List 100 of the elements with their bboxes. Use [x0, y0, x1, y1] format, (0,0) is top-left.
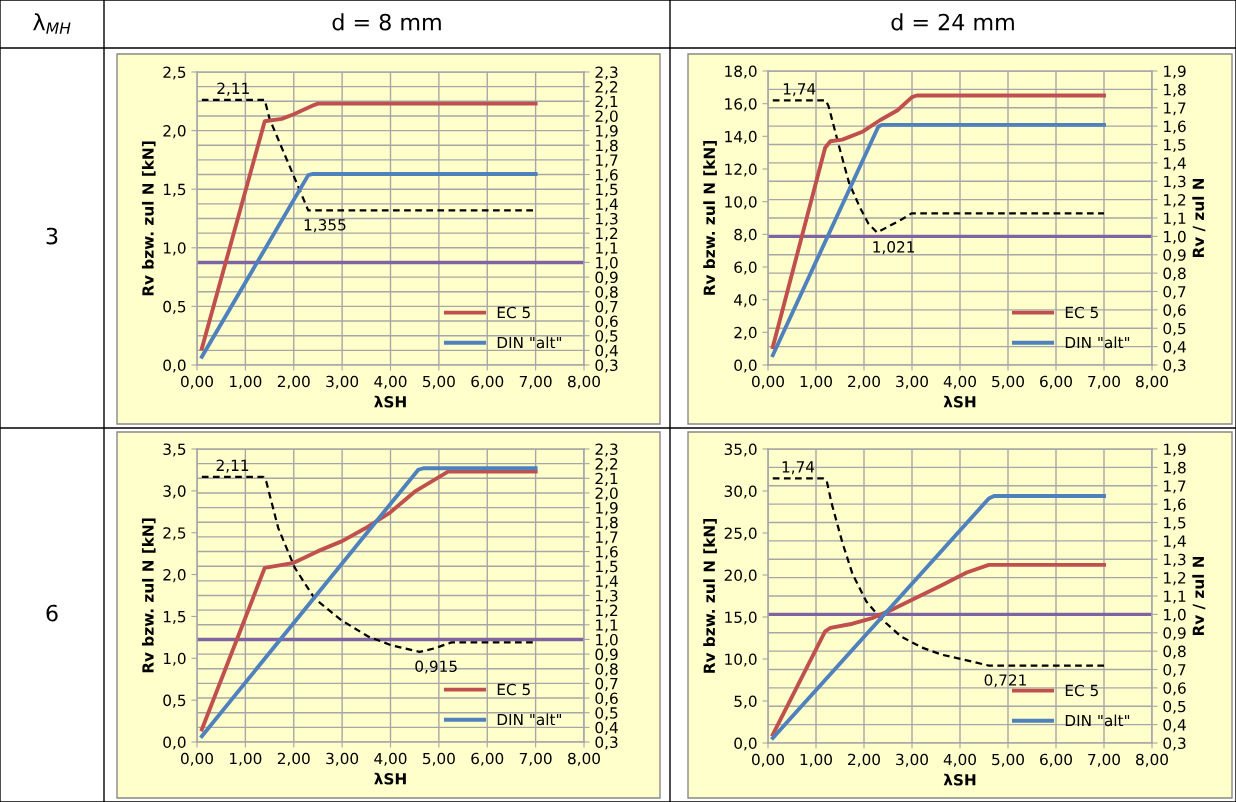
- x-tick-label: 4,00: [943, 753, 976, 767]
- x-tick-label: 2,00: [277, 375, 310, 389]
- x-tick-label: 5,00: [992, 753, 1024, 767]
- annotation: 2,11: [216, 459, 249, 473]
- x-tick-label: 6,00: [471, 752, 504, 766]
- legend-label: EC 5: [1065, 684, 1098, 697]
- x-axis-title: λSH: [943, 773, 976, 786]
- x-tick-label: 8,00: [568, 752, 600, 766]
- x-tick-label: 5,00: [423, 752, 455, 766]
- y2-tick-label: 0,3: [595, 736, 618, 750]
- chart-title: d = 8 mm: [332, 13, 441, 31]
- y2-tick-label: 0,8: [1163, 645, 1186, 659]
- x-tick-label: 6,00: [1040, 375, 1072, 389]
- y2-axis-title: Rv / zul N: [1192, 178, 1206, 258]
- y2-tick-label: 1,6: [596, 169, 618, 183]
- x-tick-label: 3,00: [326, 752, 359, 766]
- y-axis-title: Rv bzw. zul N [kN]: [703, 519, 717, 673]
- y2-tick-label: 1,1: [596, 619, 618, 633]
- y-tick-label: 0,5: [163, 300, 186, 314]
- x-tick-label: 2,00: [277, 752, 310, 766]
- y2-tick-label: 2,2: [595, 81, 618, 95]
- legend-label: DIN "alt": [497, 336, 562, 349]
- x-tick-label: 7,00: [519, 752, 552, 766]
- y2-tick-label: 0,4: [1163, 341, 1186, 355]
- x-tick-label: 1,00: [800, 375, 832, 389]
- y2-tick-label: 1,8: [1164, 83, 1186, 97]
- x-tick-label: 7,00: [1088, 375, 1120, 389]
- legend-label: DIN "alt": [1065, 336, 1130, 349]
- legend-label: EC 5: [1065, 306, 1098, 319]
- y2-tick-label: 0,9: [595, 648, 618, 662]
- y2-tick-label: 0,6: [1163, 304, 1186, 318]
- y2-tick-label: 2,0: [595, 110, 618, 124]
- y2-tick-label: 1,6: [1164, 120, 1186, 134]
- y-tick-label: 2,0: [163, 569, 186, 583]
- x-tick-label: 7,00: [519, 375, 552, 389]
- x-tick-label: 0,00: [181, 752, 213, 766]
- x-tick-label: 5,00: [423, 375, 455, 389]
- y2-tick-label: 1,3: [596, 212, 618, 227]
- x-tick-label: 1,00: [800, 753, 832, 767]
- y2-tick-label: 0,4: [595, 721, 618, 735]
- y2-tick-label: 1,6: [1164, 498, 1186, 512]
- y2-tick-label: 1,9: [596, 502, 618, 516]
- y-tick-label: 8,0: [734, 228, 757, 242]
- text: 6: [46, 604, 58, 622]
- y-tick-label: 14,0: [725, 130, 757, 144]
- y-tick-label: 2,0: [734, 326, 757, 340]
- y2-tick-label: 1,5: [596, 183, 618, 197]
- y-tick-label: 16,0: [725, 98, 757, 112]
- y2-tick-label: 0,9: [1163, 627, 1186, 641]
- x-tick-label: 4,00: [374, 752, 407, 766]
- annotation: 0,915: [415, 660, 457, 674]
- y2-tick-label: 0,3: [1163, 737, 1186, 751]
- y2-tick-label: 2,2: [595, 458, 618, 472]
- y2-tick-label: 2,1: [595, 472, 618, 486]
- x-axis-title: λSH: [374, 772, 406, 785]
- annotation: 1,74: [783, 83, 816, 97]
- y2-tick-label: 1,3: [596, 589, 618, 604]
- y2-tick-label: 2,0: [595, 487, 618, 501]
- y-tick-label: 1,5: [163, 183, 186, 197]
- y2-tick-label: 0,7: [595, 677, 618, 691]
- y-tick-label: 0,0: [163, 359, 186, 373]
- y2-tick-label: 2,1: [595, 95, 618, 109]
- y-tick-label: 1,0: [163, 652, 186, 666]
- y2-tick-label: 1,1: [596, 242, 618, 256]
- x-tick-label: 3,00: [326, 375, 359, 389]
- y2-tick-label: 1,4: [1164, 535, 1186, 549]
- y-tick-label: 0,0: [734, 737, 757, 751]
- y-axis-title: Rv bzw. zul N [kN]: [703, 141, 717, 295]
- x-tick-label: 8,00: [1136, 753, 1168, 767]
- y2-tick-label: 0,6: [1163, 682, 1186, 696]
- y-tick-label: 18,0: [725, 65, 757, 79]
- y2-tick-label: 1,8: [596, 139, 618, 153]
- y2-tick-label: 0,8: [595, 286, 618, 300]
- x-tick-label: 0,00: [752, 753, 784, 767]
- y2-tick-label: 1,7: [1164, 480, 1186, 494]
- y2-tick-label: 1,6: [596, 546, 618, 560]
- line-series: [771, 99, 1106, 234]
- legend-label: DIN "alt": [1065, 714, 1130, 727]
- y-tick-label: 2,0: [163, 125, 186, 139]
- y2-tick-label: 0,5: [1163, 700, 1186, 714]
- x-tick-label: 4,00: [943, 375, 976, 389]
- y2-tick-label: 0,5: [595, 707, 618, 721]
- x-axis-title: λSH: [374, 395, 406, 408]
- y2-tick-label: 2,3: [595, 443, 618, 457]
- y2-tick-label: 1,5: [596, 560, 618, 574]
- y-tick-label: 35,0: [724, 443, 757, 457]
- y-tick-label: 6,0: [734, 261, 757, 275]
- y2-tick-label: 1,9: [1164, 65, 1186, 79]
- x-tick-label: 0,00: [181, 375, 213, 389]
- y-tick-label: 25,0: [724, 527, 757, 541]
- y-tick-label: 0,0: [163, 736, 186, 750]
- x-tick-label: 7,00: [1088, 753, 1120, 767]
- y2-tick-label: 0,7: [595, 300, 618, 314]
- x-tick-label: 4,00: [374, 375, 407, 389]
- text: 3: [46, 227, 58, 245]
- y2-tick-label: 1,1: [1164, 212, 1186, 226]
- y2-tick-label: 1,5: [1164, 517, 1186, 531]
- y2-tick-label: 1,8: [596, 516, 618, 530]
- y2-tick-label: 0,5: [1163, 322, 1186, 336]
- x-tick-label: 5,00: [992, 375, 1024, 389]
